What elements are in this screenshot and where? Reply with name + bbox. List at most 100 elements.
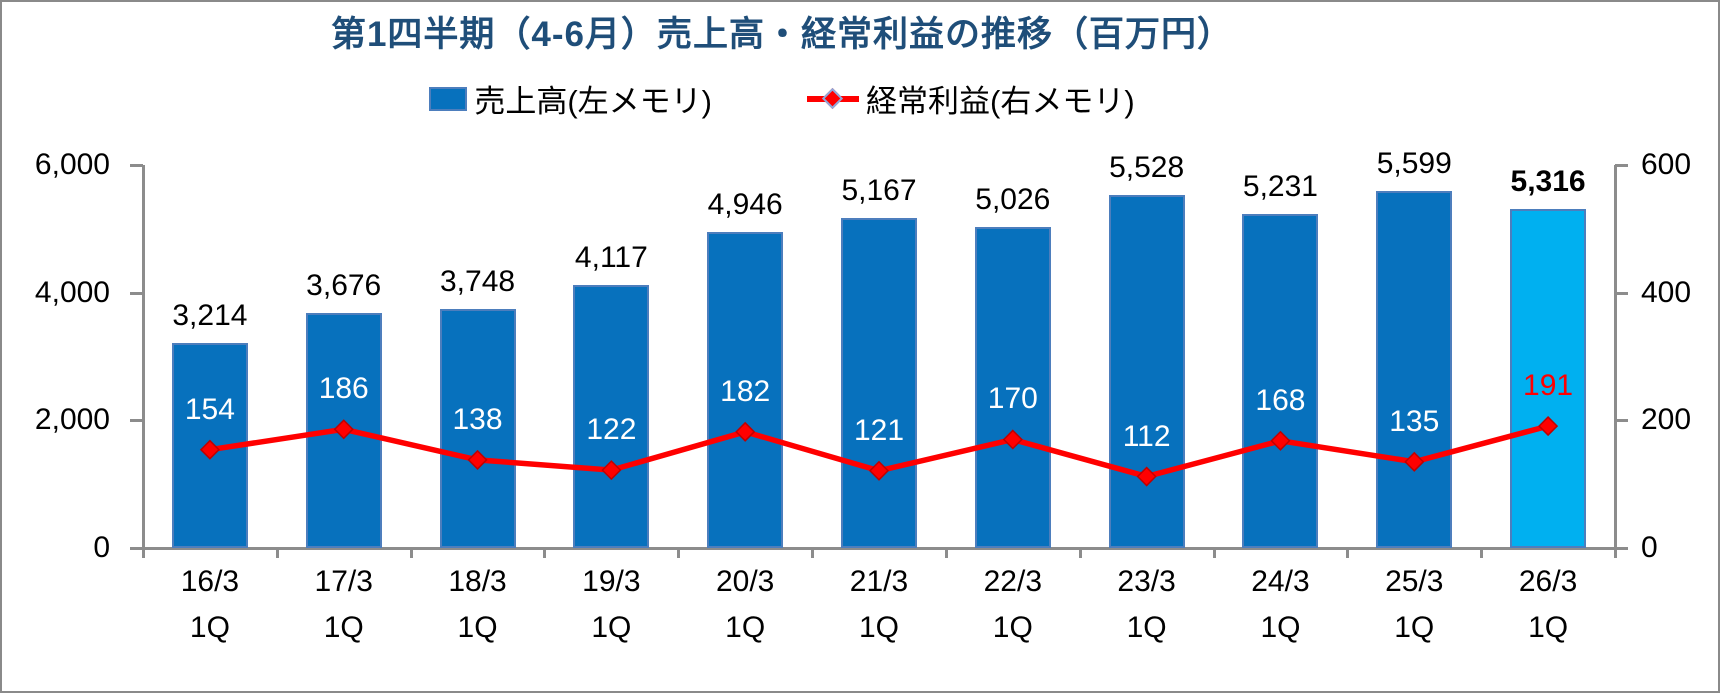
left-axis-line bbox=[142, 165, 145, 548]
bar-19/3 bbox=[573, 285, 650, 548]
left-axis-tick-label: 6,000 bbox=[34, 148, 110, 181]
x-axis-tick bbox=[1346, 549, 1350, 558]
x-axis-label: 17/3 bbox=[314, 565, 373, 598]
x-axis-tick bbox=[1480, 549, 1484, 558]
x-axis-label: 23/3 bbox=[1117, 565, 1176, 598]
right-axis-tick bbox=[1615, 419, 1628, 423]
x-axis-tick bbox=[275, 549, 279, 558]
chart-title: 第1四半期（4-6月）売上高・経常利益の推移（百万円） bbox=[330, 15, 1234, 54]
x-axis-tick bbox=[543, 549, 547, 558]
left-axis-tick-label: 4,000 bbox=[34, 275, 110, 309]
line-point-label: 182 bbox=[720, 374, 771, 408]
x-axis-sub-label: 1Q bbox=[323, 611, 364, 644]
x-axis-sub-label: 1Q bbox=[725, 611, 766, 644]
x-axis-sub-label: 1Q bbox=[591, 611, 632, 644]
diamond-marker-icon bbox=[467, 449, 488, 470]
line-point-label: 112 bbox=[1122, 419, 1171, 453]
x-axis-tick bbox=[1614, 549, 1617, 558]
bar-23/3 bbox=[1108, 195, 1185, 548]
line-point-label: 168 bbox=[1255, 383, 1306, 417]
x-axis-tick bbox=[142, 549, 145, 558]
x-axis-sub-label: 1Q bbox=[457, 611, 498, 644]
bar-21/3 bbox=[841, 218, 917, 548]
x-axis-sub-label: 1Q bbox=[858, 611, 900, 644]
bar-value-label: 3,748 bbox=[439, 264, 516, 298]
diamond-marker-icon bbox=[1136, 466, 1157, 487]
x-axis-tick bbox=[944, 549, 948, 558]
x-axis-label: 24/3 bbox=[1251, 565, 1310, 598]
line-point-label: 138 bbox=[452, 402, 503, 436]
x-axis-label: 20/3 bbox=[715, 565, 775, 598]
bar-value-label: 3,676 bbox=[306, 269, 382, 303]
x-axis-sub-label: 1Q bbox=[1394, 611, 1435, 644]
x-axis-tick bbox=[409, 549, 413, 558]
right-axis-tick bbox=[1615, 164, 1628, 167]
diamond-marker-icon bbox=[199, 439, 220, 460]
bar-24/3 bbox=[1242, 214, 1319, 548]
line-point-label: 186 bbox=[318, 372, 369, 406]
chart-legend: 売上高(左メモリ) 経常利益(右メモリ) bbox=[2, 76, 1562, 121]
x-axis-sub-label: 1Q bbox=[992, 611, 1033, 644]
legend-item-profit: 経常利益(右メモリ) bbox=[807, 76, 1135, 121]
legend-label-profit: 経常利益(右メモリ) bbox=[866, 84, 1135, 119]
bar-value-label: 4,946 bbox=[707, 188, 783, 222]
x-axis-label: 18/3 bbox=[448, 565, 507, 598]
right-axis-tick bbox=[1615, 291, 1628, 295]
x-axis-label: 16/3 bbox=[180, 565, 240, 598]
x-axis-tick bbox=[1078, 549, 1082, 558]
x-axis-line bbox=[130, 547, 1628, 550]
x-axis-tick bbox=[1212, 549, 1216, 558]
diamond-marker-icon bbox=[601, 460, 622, 481]
x-axis-sub-label: 1Q bbox=[1126, 611, 1167, 644]
diamond-marker-icon bbox=[735, 421, 756, 442]
bar-22/3 bbox=[974, 227, 1051, 548]
bar-25/3 bbox=[1376, 190, 1453, 548]
x-axis-label: 25/3 bbox=[1385, 565, 1444, 598]
diamond-marker-icon bbox=[868, 460, 890, 481]
x-axis-sub-label: 1Q bbox=[1260, 611, 1301, 644]
bar-18/3 bbox=[439, 308, 516, 548]
bar-swatch-icon bbox=[429, 86, 468, 111]
right-axis-tick bbox=[1615, 547, 1628, 550]
line-diamond-swatch-icon bbox=[807, 86, 859, 112]
bar-26/3 bbox=[1510, 208, 1587, 548]
x-axis-label: 26/3 bbox=[1518, 565, 1578, 598]
x-axis-sub-label: 1Q bbox=[189, 611, 230, 644]
x-axis-tick bbox=[811, 549, 815, 558]
bar-value-label: 5,528 bbox=[1109, 151, 1185, 185]
right-axis-tick-label: 0 bbox=[1641, 531, 1658, 564]
line-point-label: 121 bbox=[853, 413, 905, 447]
line-point-label: 154 bbox=[184, 392, 235, 426]
left-axis-tick bbox=[130, 164, 143, 167]
line-point-label: 122 bbox=[586, 413, 637, 447]
left-axis-tick-label: 2,000 bbox=[34, 403, 110, 437]
x-axis-label: 22/3 bbox=[983, 565, 1042, 598]
left-axis-tick bbox=[130, 291, 143, 295]
bar-value-label: 5,231 bbox=[1242, 170, 1318, 204]
right-axis-tick-label: 200 bbox=[1641, 403, 1692, 437]
right-axis-line bbox=[1614, 165, 1617, 548]
diamond-marker-icon bbox=[1002, 429, 1023, 450]
bar-value-label: 3,214 bbox=[172, 298, 248, 332]
left-axis-tick bbox=[130, 547, 143, 550]
diamond-marker-icon bbox=[1538, 416, 1559, 437]
bar-20/3 bbox=[707, 232, 784, 548]
bar-value-label: 5,167 bbox=[841, 174, 917, 208]
diamond-marker-icon bbox=[1404, 451, 1425, 472]
right-axis-tick-label: 400 bbox=[1641, 275, 1692, 309]
legend-item-sales: 売上高(左メモリ) bbox=[429, 76, 712, 121]
left-axis-tick bbox=[130, 419, 143, 423]
diamond-marker-icon bbox=[333, 419, 354, 440]
x-axis-sub-label: 1Q bbox=[1528, 611, 1569, 644]
line-point-label: 170 bbox=[987, 382, 1038, 416]
left-axis-tick-label: 0 bbox=[93, 531, 110, 564]
bar-value-label: 5,599 bbox=[1376, 146, 1452, 180]
bar-value-label: 4,117 bbox=[574, 241, 648, 275]
x-axis-label: 21/3 bbox=[849, 565, 909, 598]
x-axis-label: 19/3 bbox=[582, 565, 641, 598]
right-axis-tick-label: 600 bbox=[1641, 148, 1692, 181]
legend-label-sales: 売上高(左メモリ) bbox=[474, 84, 712, 119]
x-axis-tick bbox=[677, 549, 681, 558]
